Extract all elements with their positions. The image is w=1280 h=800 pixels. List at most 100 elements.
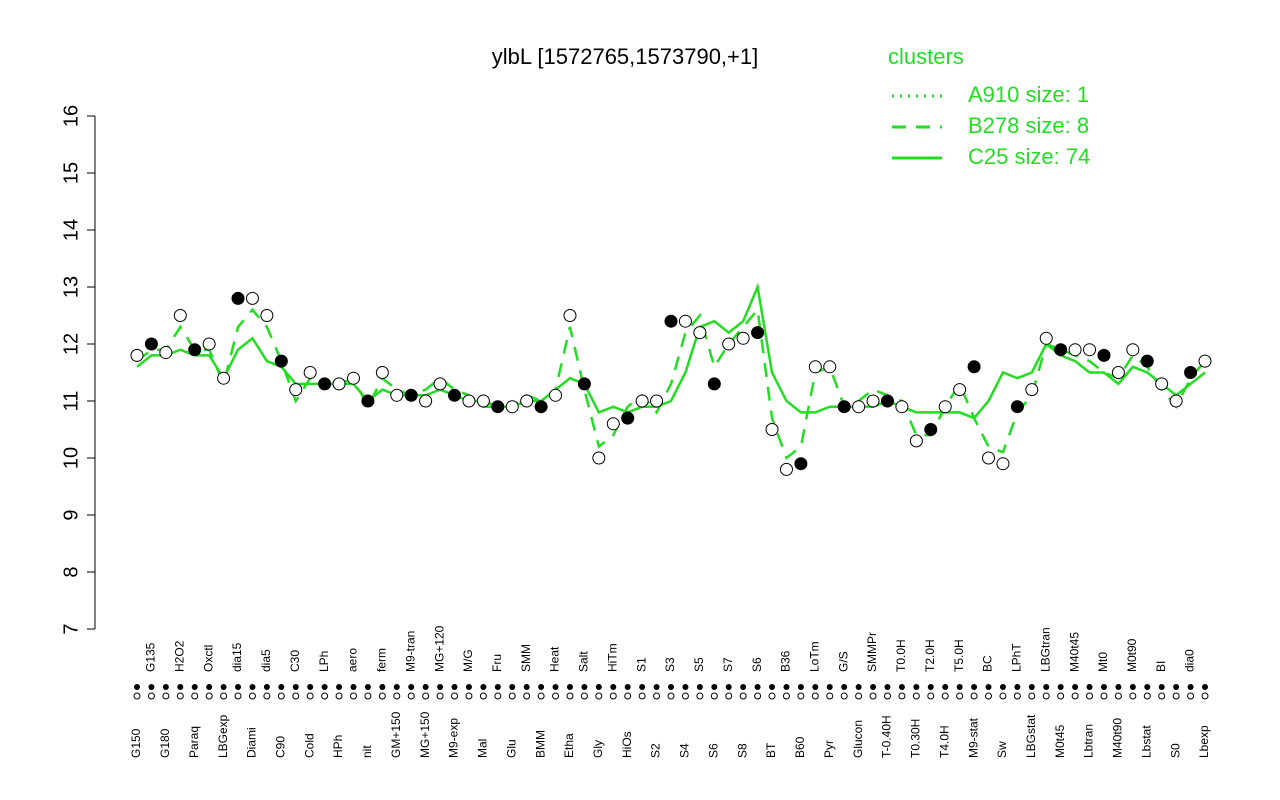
point bbox=[1126, 343, 1140, 357]
rug-dot bbox=[1172, 692, 1180, 700]
rug-dot bbox=[1028, 692, 1036, 700]
x-tick-label: BT bbox=[764, 742, 778, 758]
x-tick-label: Etha bbox=[562, 733, 576, 758]
point bbox=[895, 400, 909, 414]
rug-dot bbox=[349, 692, 357, 700]
x-tick-label: SMM bbox=[519, 644, 533, 672]
legend-label: C25 size: 74 bbox=[968, 144, 1090, 169]
rug-dot bbox=[725, 692, 733, 700]
point bbox=[678, 314, 692, 328]
point bbox=[419, 394, 433, 408]
rug-dot bbox=[148, 684, 155, 690]
rug-dot bbox=[884, 684, 891, 690]
point bbox=[909, 434, 923, 448]
point bbox=[953, 383, 967, 397]
rug-dot bbox=[609, 692, 617, 700]
x-tick-label: M9-exp bbox=[447, 718, 461, 758]
rug-dot bbox=[1143, 692, 1151, 700]
rug-dot bbox=[682, 684, 689, 690]
rug-dot bbox=[1114, 692, 1122, 700]
point bbox=[491, 400, 505, 414]
x-tick-label: Lbstat bbox=[1139, 725, 1153, 758]
rug-dot bbox=[523, 692, 531, 700]
x-tick-label: dia15 bbox=[230, 642, 244, 672]
rug-dot bbox=[624, 692, 632, 700]
cluster-line bbox=[136, 306, 1206, 461]
rug-dot bbox=[436, 692, 444, 700]
point bbox=[188, 343, 202, 357]
rug-dot bbox=[134, 684, 140, 690]
rug-dot bbox=[985, 684, 992, 690]
point bbox=[592, 451, 606, 465]
point bbox=[563, 309, 577, 322]
rug-dot bbox=[205, 692, 213, 700]
point bbox=[1184, 366, 1198, 379]
x-tick-label: S6 bbox=[750, 657, 764, 672]
rug-dot bbox=[566, 684, 573, 690]
point bbox=[938, 400, 952, 414]
point bbox=[346, 371, 360, 385]
x-tick-label: dia5 bbox=[259, 649, 273, 672]
point bbox=[245, 291, 259, 305]
rug-dot bbox=[581, 684, 588, 690]
rug-dot bbox=[263, 692, 271, 700]
point bbox=[534, 400, 548, 414]
rug-dot bbox=[927, 692, 935, 700]
rug-dot bbox=[1086, 684, 1093, 690]
rug-dot bbox=[364, 684, 371, 690]
y-tick-label: 8 bbox=[60, 566, 82, 577]
rug-dot bbox=[1057, 692, 1065, 700]
x-tick-label: Lbexp bbox=[1197, 725, 1211, 758]
x-tick-label: M9-tran bbox=[403, 631, 417, 672]
rug-dot bbox=[667, 692, 675, 700]
y-tick-label: 14 bbox=[60, 219, 82, 241]
point bbox=[693, 326, 707, 340]
x-tick-label: S0 bbox=[1168, 743, 1182, 758]
x-tick-label: Pyr bbox=[822, 740, 836, 758]
rug-dot bbox=[639, 684, 646, 690]
rug-dot bbox=[610, 684, 617, 690]
rug-dot bbox=[768, 692, 776, 700]
point bbox=[144, 337, 158, 351]
rug-dot bbox=[653, 684, 660, 690]
rug-dot bbox=[1201, 692, 1209, 700]
rug-dot bbox=[797, 684, 804, 690]
x-tick-label: LPhT bbox=[1010, 643, 1024, 672]
point bbox=[549, 388, 563, 402]
legend-label: A910 size: 1 bbox=[968, 82, 1089, 107]
rug-dot bbox=[379, 684, 386, 690]
x-tick-label: HPh bbox=[331, 735, 345, 758]
rug-dot bbox=[494, 684, 501, 690]
point bbox=[260, 309, 274, 322]
point bbox=[505, 400, 519, 414]
x-tick-label: Sw bbox=[995, 741, 1009, 758]
y-tick-label: 12 bbox=[60, 333, 82, 355]
point bbox=[664, 314, 678, 328]
x-tick-label: LBGstat bbox=[1024, 714, 1038, 758]
x-tick-label: LPh bbox=[317, 651, 331, 672]
y-tick-label: 15 bbox=[60, 162, 82, 184]
rug-dot bbox=[451, 692, 459, 700]
point bbox=[722, 337, 736, 351]
point bbox=[159, 346, 173, 360]
rug-dot bbox=[740, 684, 747, 690]
rug-dot bbox=[393, 684, 400, 690]
x-tick-label: Diami bbox=[245, 727, 259, 758]
x-tick-label: S8 bbox=[735, 743, 749, 758]
rug-dot bbox=[364, 692, 372, 700]
rug-dot bbox=[696, 684, 703, 690]
point bbox=[1155, 377, 1169, 391]
rug-dot bbox=[653, 692, 661, 700]
rug-dot bbox=[191, 692, 199, 700]
x-tick-label: M/G bbox=[461, 649, 475, 672]
rug-dot bbox=[1158, 684, 1165, 690]
rug-dot bbox=[826, 684, 833, 690]
cluster-line bbox=[136, 282, 1206, 420]
x-tick-label: Oxctl bbox=[201, 645, 215, 672]
x-tick-label: H2O2 bbox=[172, 640, 186, 672]
x-tick-label: LoTm bbox=[807, 641, 821, 672]
rug-dot bbox=[811, 692, 819, 700]
point bbox=[361, 394, 375, 408]
y-tick-label: 13 bbox=[60, 276, 82, 298]
rug-dot bbox=[393, 692, 401, 700]
